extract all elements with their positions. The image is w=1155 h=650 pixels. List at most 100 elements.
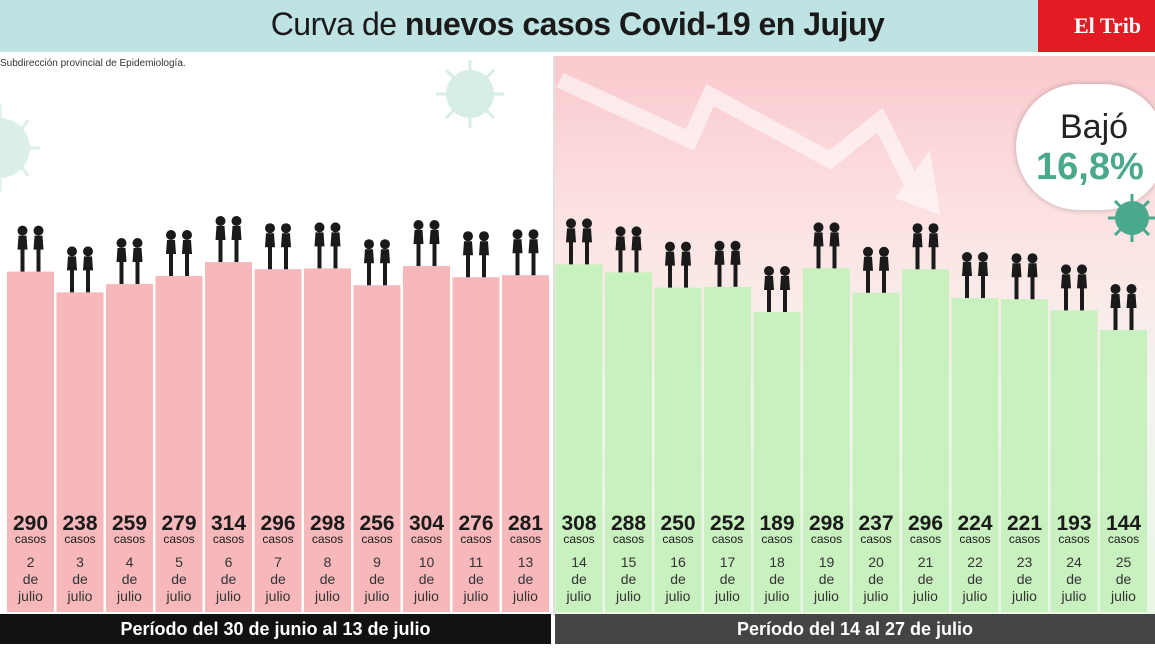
people-icon-6 xyxy=(215,216,242,262)
value-label-14: 308 xyxy=(561,512,596,535)
bar-19 xyxy=(803,268,850,612)
de-label-2: de xyxy=(23,571,39,587)
day-label-14: 14 xyxy=(571,554,587,570)
unit-label-16: casos xyxy=(662,532,693,546)
day-label-21: 21 xyxy=(918,554,934,570)
unit-label-17: casos xyxy=(712,532,743,546)
de-label-24: de xyxy=(1066,571,1082,587)
de-label-5: de xyxy=(171,571,187,587)
bar-21 xyxy=(902,269,949,612)
people-icon-5 xyxy=(166,230,192,276)
month-label-2: julio xyxy=(17,588,43,604)
people-icon-25 xyxy=(1110,284,1137,330)
people-icon-20 xyxy=(863,246,889,293)
bar-14 xyxy=(555,264,603,612)
unit-label-5: casos xyxy=(163,532,194,546)
unit-label-24: casos xyxy=(1058,532,1089,546)
unit-label-4: casos xyxy=(114,532,145,546)
day-label-23: 23 xyxy=(1017,554,1033,570)
unit-label-21: casos xyxy=(910,532,941,546)
month-label-10: julio xyxy=(413,588,439,604)
de-label-9: de xyxy=(369,571,385,587)
value-label-11: 276 xyxy=(458,512,493,535)
de-label-8: de xyxy=(320,571,336,587)
day-label-4: 4 xyxy=(126,554,134,570)
day-label-24: 24 xyxy=(1066,554,1082,570)
month-label-7: julio xyxy=(265,588,291,604)
unit-label-10: casos xyxy=(411,532,442,546)
value-label-8: 298 xyxy=(310,512,345,535)
bar-15 xyxy=(605,272,652,612)
value-label-3: 238 xyxy=(62,512,97,535)
month-label-3: julio xyxy=(67,588,93,604)
de-label-6: de xyxy=(221,571,237,587)
bar-25 xyxy=(1100,330,1147,612)
month-label-24: julio xyxy=(1061,588,1087,604)
people-icon-16 xyxy=(665,241,691,288)
value-label-16: 250 xyxy=(660,512,695,535)
day-label-19: 19 xyxy=(819,554,835,570)
bar-8 xyxy=(304,268,351,612)
bar-2 xyxy=(7,271,54,612)
bar-10 xyxy=(403,266,450,612)
bar-6 xyxy=(205,262,252,612)
unit-label-9: casos xyxy=(361,532,392,546)
value-label-9: 256 xyxy=(359,512,394,535)
value-label-21: 296 xyxy=(908,512,943,535)
bar-17 xyxy=(704,286,751,612)
decrease-callout: Bajó 16,8% xyxy=(1016,84,1155,210)
bar-22 xyxy=(951,298,999,612)
value-label-18: 189 xyxy=(759,512,794,535)
bar-5 xyxy=(155,276,203,612)
day-label-17: 17 xyxy=(720,554,736,570)
people-icon-4 xyxy=(116,238,143,284)
people-icon-18 xyxy=(764,266,790,312)
period-divider xyxy=(553,56,555,616)
de-label-25: de xyxy=(1116,571,1132,587)
bar-18 xyxy=(753,312,801,612)
day-label-10: 10 xyxy=(419,554,435,570)
value-label-4: 259 xyxy=(112,512,147,535)
value-label-15: 288 xyxy=(611,512,646,535)
month-label-16: julio xyxy=(665,588,691,604)
month-label-8: julio xyxy=(314,588,340,604)
day-label-8: 8 xyxy=(324,554,332,570)
unit-label-3: casos xyxy=(64,532,95,546)
people-icon-19 xyxy=(813,222,840,269)
de-label-3: de xyxy=(72,571,88,587)
unit-label-13: casos xyxy=(510,532,541,546)
value-label-20: 237 xyxy=(858,512,893,535)
month-label-5: julio xyxy=(166,588,192,604)
unit-label-20: casos xyxy=(860,532,891,546)
value-label-23: 221 xyxy=(1007,512,1042,535)
month-label-14: julio xyxy=(566,588,592,604)
unit-label-11: casos xyxy=(460,532,491,546)
people-icon-24 xyxy=(1061,264,1087,311)
month-label-18: julio xyxy=(764,588,790,604)
unit-label-6: casos xyxy=(213,532,244,546)
people-icon-22 xyxy=(962,252,988,298)
de-label-22: de xyxy=(967,571,983,587)
value-label-10: 304 xyxy=(409,512,444,535)
period-label-right: Período del 14 al 27 de julio xyxy=(555,614,1155,644)
de-label-18: de xyxy=(769,571,785,587)
month-label-17: julio xyxy=(714,588,740,604)
people-icon-13 xyxy=(512,229,539,276)
de-label-7: de xyxy=(270,571,286,587)
value-label-7: 296 xyxy=(260,512,295,535)
month-label-23: julio xyxy=(1011,588,1037,604)
day-label-15: 15 xyxy=(621,554,637,570)
day-label-20: 20 xyxy=(868,554,884,570)
unit-label-23: casos xyxy=(1009,532,1040,546)
period-label-left: Período del 30 de junio al 13 de julio xyxy=(0,614,551,644)
value-label-13: 281 xyxy=(508,512,543,535)
unit-label-18: casos xyxy=(761,532,792,546)
callout-label: Bajó xyxy=(1060,108,1129,146)
bar-16 xyxy=(654,287,702,612)
day-label-7: 7 xyxy=(274,554,282,570)
bar-11 xyxy=(452,277,500,612)
day-label-5: 5 xyxy=(175,554,183,570)
people-icon-21 xyxy=(912,223,939,270)
people-icon-11 xyxy=(463,231,489,278)
